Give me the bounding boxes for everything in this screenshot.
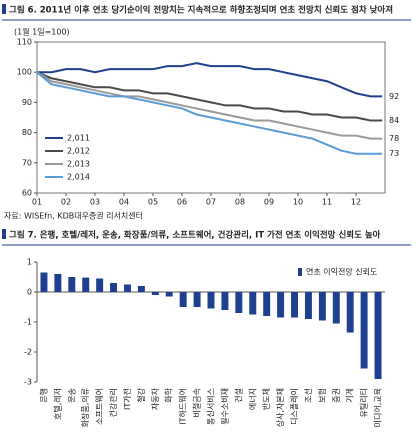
source: 자료: WISEfn, KDB대우증권 리서치센터	[4, 211, 143, 221]
y-tick-label: -2	[24, 348, 32, 357]
legend-label: 2,011	[67, 134, 90, 143]
x-tick-label: 10	[293, 198, 303, 207]
bar	[207, 292, 215, 309]
legend-label: 2,014	[67, 173, 90, 182]
x-tick-label: 자동차	[151, 387, 160, 410]
x-tick-label: 은행	[38, 388, 48, 403]
bar	[318, 292, 326, 321]
title-marker	[2, 229, 6, 239]
bar	[249, 292, 257, 315]
x-tick-label: 철강	[136, 387, 146, 402]
y-tick-label: 70	[22, 158, 32, 167]
x-tick-label: 화학	[164, 387, 174, 402]
title-marker	[2, 4, 6, 14]
bar	[263, 292, 271, 316]
y-tick-label: 0	[27, 288, 32, 297]
series-line	[36, 71, 383, 122]
bar	[374, 292, 382, 379]
x-tick-label: IT하드웨어	[178, 388, 188, 425]
series-line	[36, 71, 383, 155]
bar	[96, 278, 104, 292]
x-tick-label: 미디어,교육	[373, 388, 383, 427]
series-line	[37, 62, 383, 98]
y-tick-label: 90	[22, 98, 32, 107]
x-tick-label: 05	[148, 198, 158, 207]
bar	[291, 292, 298, 318]
x-tick-label: 필수소비재	[219, 388, 229, 425]
y-tick-label: 110	[17, 38, 32, 47]
bar	[221, 292, 229, 310]
x-tick-label: 07	[206, 198, 216, 207]
end-label: 84	[389, 116, 399, 125]
x-tick-label: IT가전	[122, 388, 132, 410]
x-tick-label: 보험	[318, 388, 327, 403]
bar	[304, 292, 312, 319]
chart-title: 그림 6. 2011년 이후 연초 당기순이익 전망치는 지속적으로 하향조정되…	[9, 5, 393, 16]
y-tick-label: 100	[17, 68, 32, 77]
bar	[151, 292, 159, 295]
x-tick-label: 에너지	[247, 388, 257, 410]
bar	[235, 292, 243, 313]
x-tick-label: 운송	[67, 388, 76, 403]
x-tick-label: 01	[32, 198, 42, 207]
bar	[332, 292, 340, 324]
y-tick-label: 60	[22, 189, 32, 198]
x-tick-label: 12	[351, 198, 361, 207]
y-tick-label: 1	[27, 258, 32, 267]
x-tick-label: 소프트웨어	[94, 388, 104, 425]
x-tick-label: 비철금속	[192, 388, 202, 417]
bar	[137, 286, 145, 292]
bar	[360, 292, 368, 369]
x-tick-label: 02	[61, 198, 71, 207]
x-tick-label: 통신서비스	[207, 388, 216, 425]
y-axis-label: (1월 1일=100)	[14, 27, 70, 37]
bar	[179, 292, 187, 307]
x-tick-label: 반도체	[261, 388, 271, 410]
bar	[124, 284, 131, 292]
bar	[82, 277, 90, 292]
bar	[346, 292, 354, 333]
end-label: 73	[389, 149, 399, 158]
x-tick-label: 03	[90, 198, 100, 207]
x-tick-label: 상사,자본재	[275, 388, 285, 427]
x-tick-label: 08	[235, 198, 245, 207]
legend-label: 2,013	[67, 160, 90, 169]
end-label: 78	[389, 134, 399, 143]
bar	[277, 292, 285, 318]
bar	[68, 277, 76, 292]
x-tick-label: 유틸리티	[359, 388, 369, 417]
x-tick-label: 조선	[304, 388, 313, 403]
bar	[40, 272, 48, 292]
x-tick-label: 건강관리	[108, 388, 118, 417]
x-tick-label: 디스플레이	[289, 388, 299, 425]
chart-title: 그림 7. 은행, 호텔/레저, 운송, 화장품/의류, 소프트웨어, 건강관리…	[9, 230, 381, 241]
bar	[193, 292, 201, 307]
y-tick-label: -3	[24, 378, 32, 387]
legend-label: 연초 이익전망 신뢰도	[306, 267, 377, 277]
series-line	[36, 71, 383, 140]
x-tick-label: 11	[322, 198, 332, 207]
bar	[54, 274, 62, 292]
bar	[165, 292, 173, 297]
x-tick-label: 06	[177, 198, 187, 207]
end-label: 92	[389, 92, 399, 101]
legend-label: 2,012	[67, 147, 90, 156]
x-tick-label: 화장품,의류	[80, 388, 90, 427]
x-tick-label: 호텔,레저	[53, 388, 62, 420]
bar	[110, 283, 118, 292]
x-tick-label: 04	[119, 198, 129, 207]
y-tick-label: 80	[22, 128, 32, 137]
legend-swatch	[298, 268, 302, 276]
x-tick-label: 기계	[345, 388, 355, 403]
x-tick-label: 09	[264, 198, 274, 207]
y-tick-label: -1	[24, 318, 32, 327]
x-tick-label: 건설	[233, 388, 243, 403]
x-tick-label: 증권	[331, 388, 341, 403]
